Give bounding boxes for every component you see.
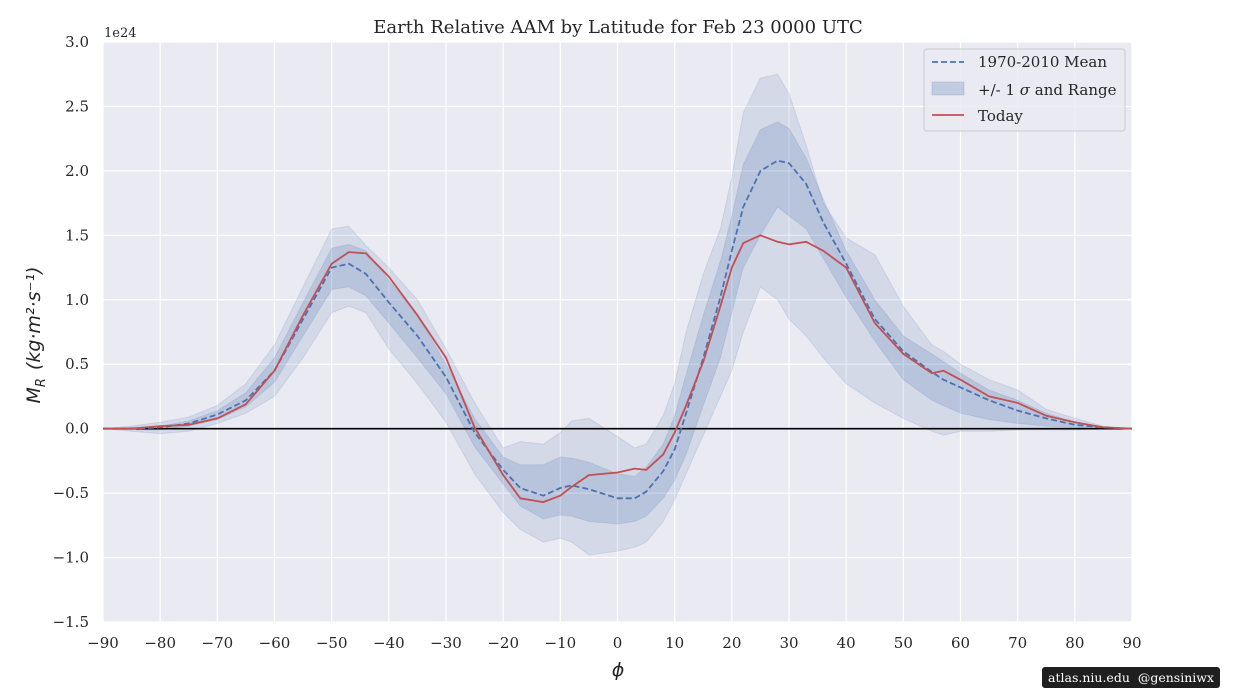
legend-band-label: +/- 1 σ and Range (978, 81, 1117, 99)
legend-box (923, 48, 1126, 132)
legend-today-label: Today (978, 107, 1023, 125)
y-offset-text: 1e24 (104, 26, 137, 41)
y-axis-label-units: (kg·m²·s⁻¹) (23, 266, 45, 370)
x-tick-label: 40 (837, 634, 856, 652)
y-tick-label: 0.5 (65, 355, 89, 373)
series (103, 159, 1133, 504)
y-tick-label: 1.0 (65, 291, 89, 309)
credit-site: atlas.niu.edu (1048, 670, 1130, 685)
y-tick-label: 1.5 (65, 226, 89, 244)
credit-watermark: atlas.niu.edu @gensiniwx (1042, 667, 1220, 688)
x-tick-label: 80 (1065, 634, 1084, 652)
y-tick-label: −1.5 (53, 613, 89, 631)
x-axis-label: ϕ (612, 659, 625, 681)
grid (102, 41, 1133, 623)
legend-mean-label: 1970-2010 Mean (978, 53, 1107, 71)
x-tick-label: 30 (779, 634, 798, 652)
legend-band-swatch (931, 81, 965, 96)
x-tick-label: 0 (613, 634, 623, 652)
y-tick-label: 3.0 (65, 33, 89, 51)
y-axis-label-main: M (23, 387, 45, 403)
y-tick-label: 2.0 (65, 162, 89, 180)
x-tick-label: 90 (1122, 634, 1141, 652)
credit-handle: @gensiniwx (1137, 670, 1214, 685)
x-tick-label: 70 (1008, 634, 1027, 652)
y-axis-label-sub: R (34, 378, 49, 387)
y-tick-label: −0.5 (53, 484, 89, 502)
y-tick-label: 0.0 (65, 420, 89, 438)
x-tick-label: −50 (316, 634, 348, 652)
legend-band-label-post: and Range (1030, 81, 1117, 99)
legend-band-label-sigma: σ (1020, 81, 1031, 99)
x-tick-label: −30 (430, 634, 462, 652)
x-tick-label: −40 (373, 634, 405, 652)
x-tick-label: 20 (722, 634, 741, 652)
x-tick-label: 50 (894, 634, 913, 652)
y-tick-labels: −1.5 −1.0 −0.5 0.0 0.5 1.0 1.5 2.0 2.5 3.0 (53, 33, 89, 631)
legend: 1970-2010 Mean +/- 1 σ and Range Today (923, 48, 1126, 132)
x-tick-labels: −90 −80 −70 −60 −50 −40 −30 −20 −10 0 10 20 30 40 50 60… (87, 634, 1141, 652)
legend-band-label-pre: +/- 1 (978, 81, 1020, 99)
chart-title: Earth Relative AAM by Latitude for Feb 2… (373, 17, 863, 38)
x-tick-label: −60 (259, 634, 291, 652)
y-axis-label: MR (kg·m²·s⁻¹) (23, 266, 49, 403)
y-tick-label: 2.5 (65, 97, 89, 115)
y-tick-label: −1.0 (53, 549, 89, 567)
x-tick-label: 60 (951, 634, 970, 652)
x-tick-label: −80 (144, 634, 176, 652)
x-tick-label: −70 (202, 634, 234, 652)
x-tick-label: −20 (487, 634, 519, 652)
mean-line (103, 159, 1133, 500)
today-line (103, 234, 1133, 504)
x-tick-label: 10 (665, 634, 684, 652)
x-tick-label: −90 (87, 634, 119, 652)
x-tick-label: −10 (545, 634, 577, 652)
